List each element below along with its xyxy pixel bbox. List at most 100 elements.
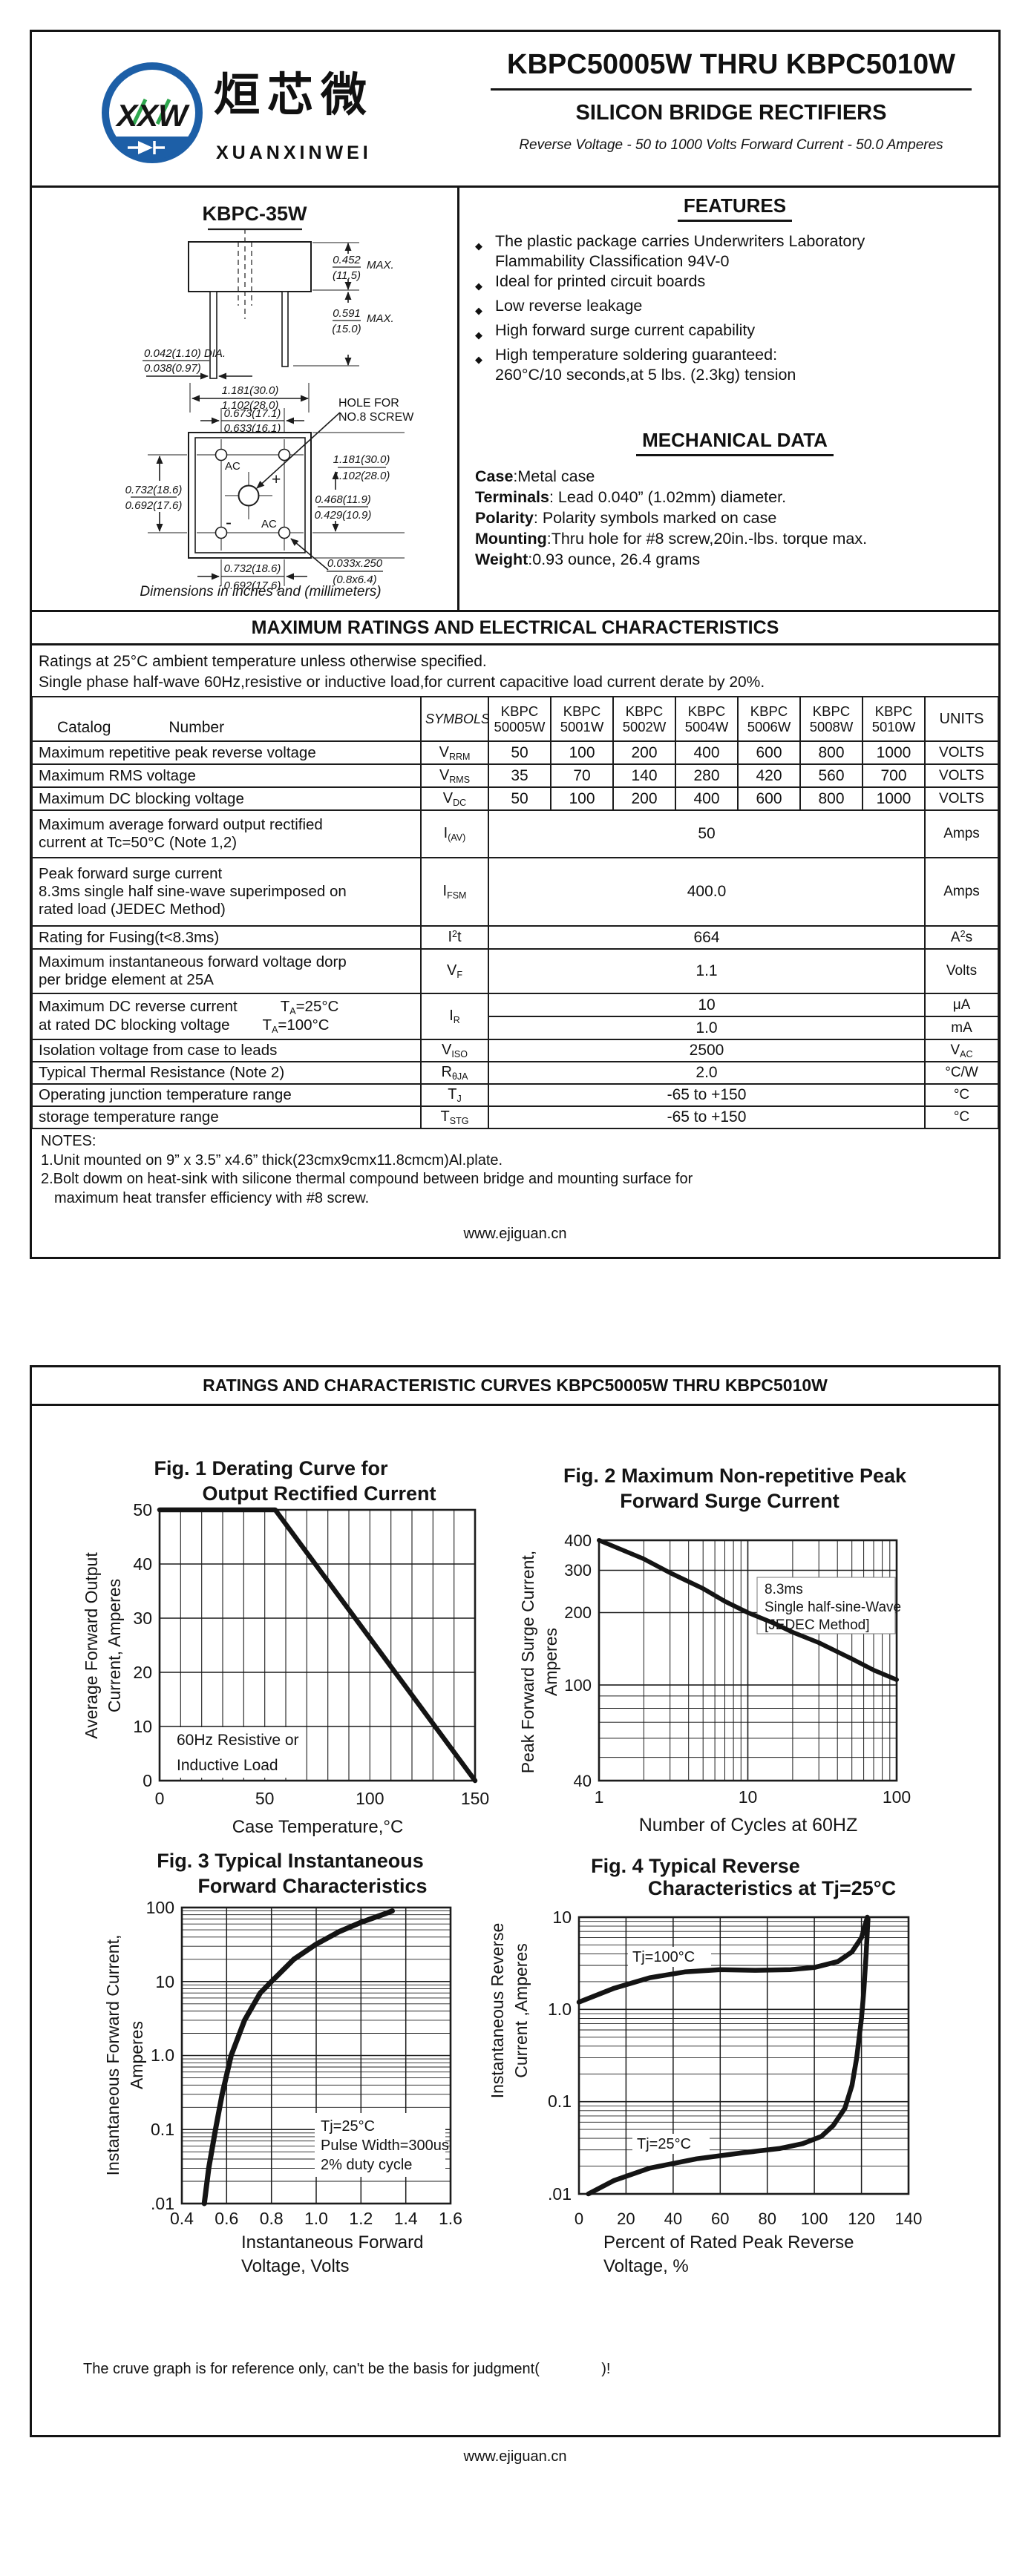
fig2-ytick: 300 (564, 1561, 592, 1580)
value-cell: 700 (862, 763, 926, 788)
fig4-xtick: 120 (848, 2209, 875, 2228)
dim-left-span: 0.732(18.6) (125, 484, 183, 496)
fig4-xtick: 140 (895, 2209, 923, 2228)
fig4-xlabel-line2: Voltage, % (603, 2256, 689, 2276)
units-header: UNITS (924, 696, 999, 742)
terminal-ac-bottom: AC (261, 518, 277, 530)
fig4-curve-label-100c: Tj=100°C (632, 1949, 695, 1965)
fig3-ytick: .01 (151, 2194, 174, 2213)
dim-max-label: MAX. (367, 259, 394, 272)
value-cell: 1000 (862, 740, 926, 765)
page1-footer-url: www.ejiguan.cn (463, 1226, 567, 1242)
value-cell: -65 to +150 (488, 1105, 926, 1129)
fig4-ylabel-line1: Instantaneous Reverse (488, 1923, 507, 2099)
fig4-ytick: 1.0 (548, 2000, 572, 2019)
fig1-ytick: 0 (143, 1771, 152, 1790)
value-cell: 2.0 (488, 1061, 926, 1085)
feature-item: ◆ High temperature soldering guaranteed:… (475, 345, 995, 385)
bullet-icon: ◆ (475, 280, 482, 292)
fig4-xtick: 100 (801, 2209, 828, 2228)
value-cell: 70 (550, 763, 614, 788)
fig1-xlabel: Case Temperature,°C (232, 1817, 404, 1837)
value-cell: 560 (799, 763, 863, 788)
param-name: Maximum RMS voltage (31, 763, 422, 788)
dim-hole-span: 0.673(17.1) (224, 407, 281, 420)
value-cell: 420 (737, 763, 801, 788)
feature-item: ◆ The plastic package carries Underwrite… (475, 231, 995, 272)
fig2-annotation-line1: 8.3ms (765, 1582, 803, 1597)
fig3-ylabel-line1: Instantaneous Forward Current, (103, 1935, 122, 2176)
unit-cell: μA (924, 993, 999, 1017)
bullet-icon: ◆ (475, 329, 482, 341)
fig4-title-line1: Fig. 4 Typical Reverse (591, 1855, 800, 1877)
fig3-annotation-line1: Tj=25°C (321, 2118, 375, 2135)
param-name: Typical Thermal Resistance (Note 2) (31, 1061, 422, 1085)
param-name: Maximum DC reverse current TA=25°C at rat… (31, 993, 422, 1040)
fig3-xtick: 0.8 (260, 2209, 284, 2228)
param-symbol: IFSM (420, 857, 489, 927)
fig1-ytick: 30 (133, 1609, 152, 1628)
dim-center-span: 0.468(11.9) (315, 493, 371, 506)
value-cell: 600 (737, 740, 801, 765)
notes-title: NOTES: (41, 1133, 96, 1149)
dim-center-span-min: 0.429(10.9) (315, 509, 372, 522)
fig2-ylabel-line2: Amperes (541, 1628, 560, 1696)
value-cell: 35 (488, 763, 551, 788)
logo-cn-text: 烜芯微 (214, 70, 375, 121)
param-symbol: VF (420, 948, 489, 994)
fig2-xlabel: Number of Cycles at 60HZ (639, 1815, 858, 1836)
part-header: KBPC 5008W (799, 696, 863, 742)
part-header: KBPC 50005W (488, 696, 551, 742)
value-cell: 600 (737, 786, 801, 811)
package-name: KBPC-35W (202, 203, 307, 225)
value-cell: 1000 (862, 786, 926, 811)
table-row: Maximum DC blocking voltage VDC 50 100 2… (31, 786, 999, 811)
dim-lead-length-mm: (15.0) (332, 323, 361, 335)
header-divider (32, 185, 998, 188)
logo-chinese-name: 烜芯微 (214, 73, 374, 119)
column-divider (457, 188, 459, 610)
device-type-title: SILICON BRIDGE RECTIFIERS (575, 101, 887, 125)
fig4-xtick: 0 (575, 2209, 583, 2228)
fig2-ytick: 40 (574, 1772, 592, 1790)
param-name: Rating for Fusing(t<8.3ms) (31, 925, 422, 950)
value-cell: 10 (488, 993, 926, 1017)
fig3-xlabel-line1: Instantaneous Forward (241, 2232, 423, 2253)
fig3-ytick: 1.0 (151, 2046, 174, 2065)
fig4-xtick: 80 (758, 2209, 776, 2228)
mechanical-title: MECHANICAL DATA (636, 429, 834, 456)
param-name: Maximum instantaneous forward voltage do… (31, 948, 422, 994)
fig3-ytick: 0.1 (151, 2120, 174, 2139)
diode-icon (128, 141, 165, 154)
unit-cell: VOLTS (924, 763, 999, 788)
unit-cell: VOLTS (924, 740, 999, 765)
mech-terminals: Terminals: Lead 0.040” (1.02mm) diameter… (475, 488, 787, 506)
fig1-annotation-line1: 60Hz Resistive or (177, 1732, 299, 1749)
dim-lead-length: 0.591 (333, 307, 361, 320)
fig1-ylabel-line1: Average Forward Output (82, 1552, 101, 1739)
ratings-table: Catalog Number SYMBOLS KBPC 50005W KBPC 500… (31, 696, 999, 1129)
value-cell: 800 (799, 740, 863, 765)
bullet-icon: ◆ (475, 305, 482, 316)
table-row: Maximum average forward output rectified… (31, 809, 999, 858)
value-cell: 400.0 (488, 857, 926, 927)
param-name: Peak forward surge current 8.3ms single h… (31, 857, 422, 927)
feature-item: ◆ High forward surge current capability (475, 321, 995, 345)
param-symbol: VRRM (420, 740, 489, 765)
ratings-intro: Ratings at 25°C ambient temperature unle… (39, 651, 996, 693)
intro-line2: Single phase half-wave 60Hz,resistive or… (39, 674, 765, 691)
xxw-logo-icon: XXW (102, 62, 203, 163)
table-row: Operating junction temperature range TJ … (31, 1083, 999, 1107)
dim-bottom-span: 0.732(18.6) (224, 562, 281, 575)
dim-width: 1.181(30.0) (222, 384, 279, 397)
fig4-title-line2: Characteristics at Tj=25°C (648, 1877, 896, 1899)
value-cell: 200 (612, 786, 676, 811)
fig1-ytick: 20 (133, 1663, 152, 1682)
fig4-xtick: 40 (664, 2209, 682, 2228)
mech-case: Case:Metal case (475, 467, 595, 485)
fig2-xtick: 100 (883, 1787, 911, 1807)
note-1: 1.Unit mounted on 9” x 3.5” x4.6” thick(… (41, 1151, 503, 1169)
mech-mounting: Mounting:Thru hole for #8 screw,20in.-lb… (475, 530, 868, 548)
fig4-xtick: 60 (711, 2209, 729, 2228)
